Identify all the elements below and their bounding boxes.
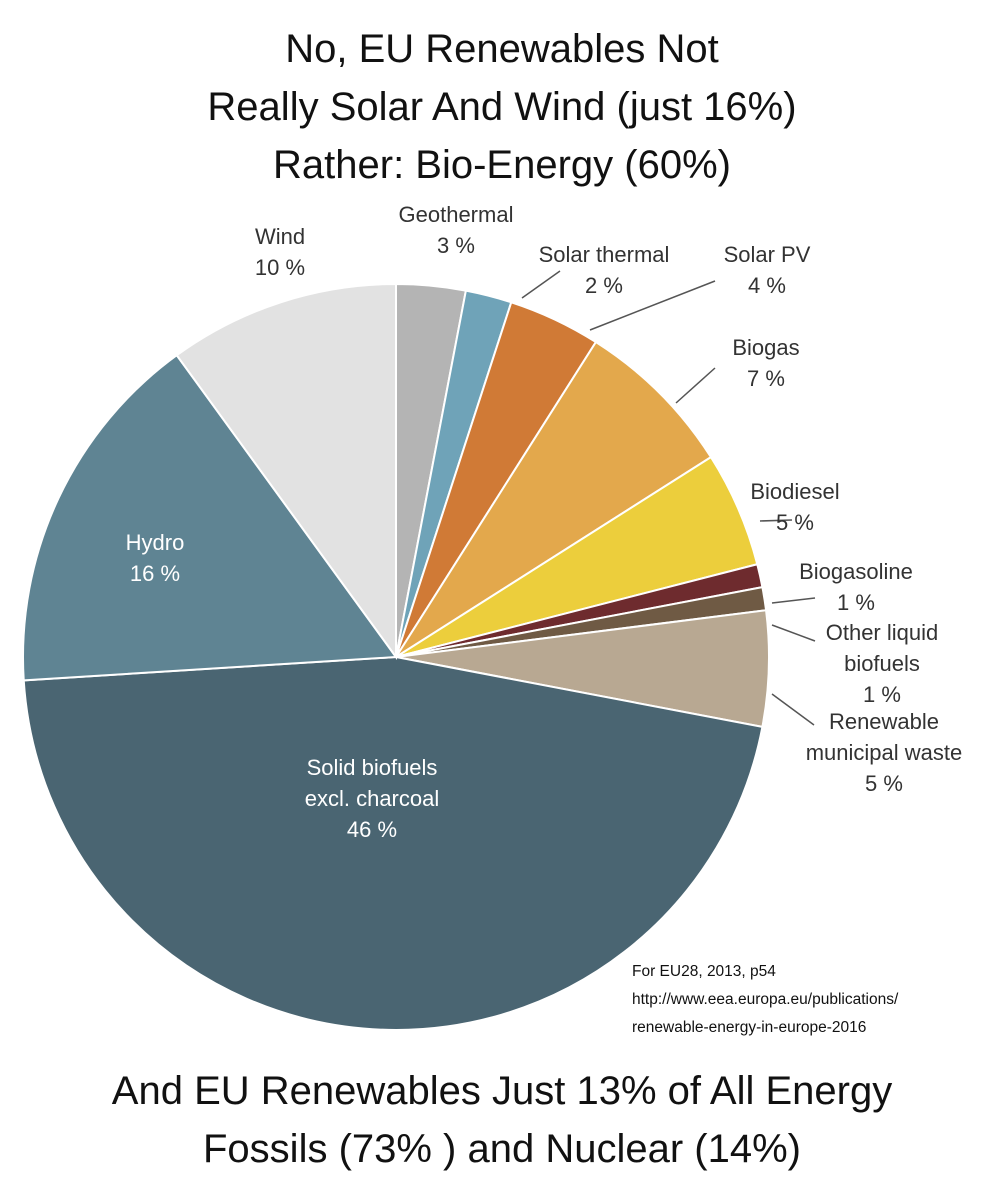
slice-label-wind: Wind 10 % [255,224,305,280]
slice-label-solar-thermal: Solar thermal 2 % [539,242,670,298]
slice-label-biodiesel: Biodiesel 5 % [750,479,839,535]
chart-title: No, EU Renewables Not Really Solar And W… [0,20,1004,194]
leader-line-solar-thermal [521,270,561,299]
slice-label-solid-biofuels-excl-charcoal: Solid biofuels excl. charcoal 46 % [305,755,440,842]
source-line-1: For EU28, 2013, p54 [632,963,776,980]
leader-line-biodiesel [759,519,793,522]
footer-line-2: Fossils (73% ) and Nuclear (14%) [203,1127,801,1171]
footer-line-1: And EU Renewables Just 13% of All Energy [111,1069,893,1113]
pie-slice-hydro [22,353,398,682]
slice-label-other-liquid-biofuels: Other liquid biofuels 1 % [826,620,939,707]
slice-label-geothermal: Geothermal 3 % [399,202,514,258]
slice-label-hydro: Hydro 16 % [126,530,185,586]
pie-slice-wind [175,282,397,661]
leader-line-biogasoline [771,597,816,604]
slice-label-renewable-municipal-waste: Renewable municipal waste 5 % [806,709,963,796]
leader-line-biogas [675,367,716,404]
leader-line-renewable-municipal-waste [771,693,815,726]
slice-label-solar-pv: Solar PV 4 % [724,242,811,298]
source-link-line-2: http://www.eea.europa.eu/publications/ [632,991,899,1008]
slice-label-biogasoline: Biogasoline 1 % [799,559,913,615]
leader-line-other-liquid-biofuels [771,624,816,642]
title-line-2: Really Solar And Wind (just 16%) [207,85,797,129]
leader-line-solar-pv [589,280,716,331]
source-note: For EU28, 2013, p54 http://www.eea.europ… [632,958,898,1042]
chart-footer: And EU Renewables Just 13% of All Energy… [0,1062,1004,1178]
title-line-3: Rather: Bio-Energy (60%) [273,143,731,187]
source-link-line-3: renewable-energy-in-europe-2016 [632,1019,867,1036]
slice-label-biogas: Biogas 7 % [732,335,799,391]
pie-slice-solid-biofuels-excl-charcoal [22,655,764,1031]
pie-slice-biogas [395,340,713,658]
title-line-1: No, EU Renewables Not [285,27,719,71]
